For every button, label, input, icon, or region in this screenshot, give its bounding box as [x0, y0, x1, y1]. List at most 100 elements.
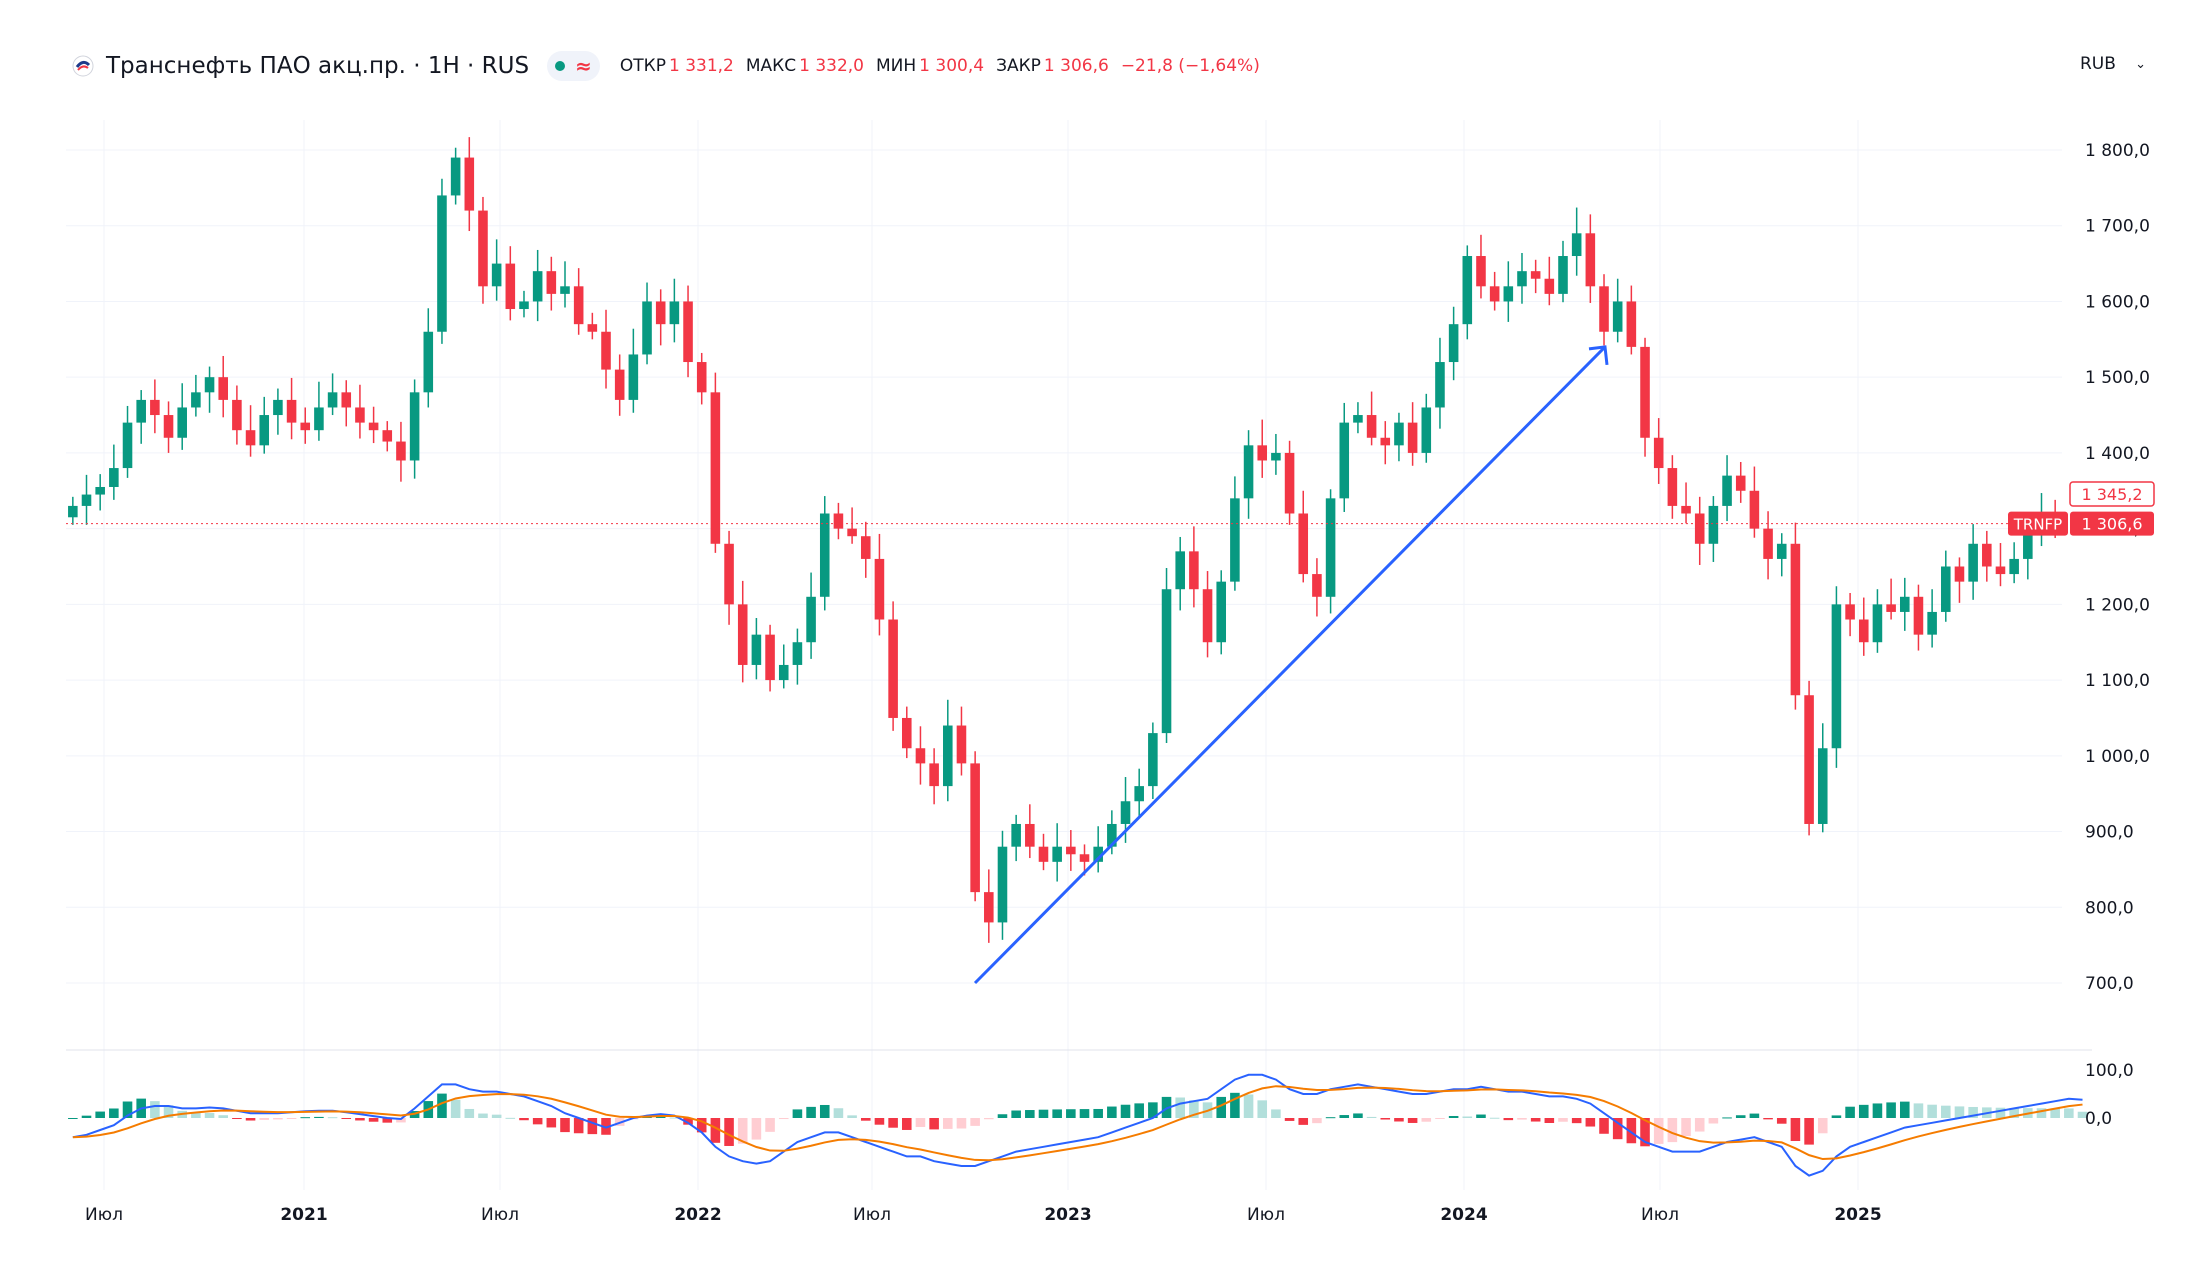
- macd-histogram-bar: [1066, 1109, 1076, 1118]
- candle-body: [751, 634, 762, 665]
- currency-selector[interactable]: RUB ⌄: [2070, 46, 2156, 82]
- macd-histogram-bar: [163, 1105, 174, 1118]
- candle-body: [683, 301, 693, 363]
- candle-body: [560, 286, 570, 294]
- candle-body: [1216, 581, 1227, 643]
- macd-histogram-bar: [1845, 1106, 1855, 1118]
- candle-body: [956, 725, 967, 764]
- macd-histogram-bar: [1708, 1118, 1719, 1124]
- last-price-tag: [2070, 511, 2154, 536]
- macd-histogram-bar: [1011, 1110, 1021, 1118]
- time-tick-label: Июл: [853, 1205, 891, 1225]
- prev-price-label: 1 345,2: [2081, 485, 2142, 504]
- candle-body: [1749, 490, 1760, 529]
- candle-body: [1243, 445, 1254, 499]
- candle-body: [765, 634, 775, 681]
- macd-histogram-bar: [1052, 1109, 1062, 1118]
- candle-body: [81, 494, 92, 506]
- candle-body: [273, 399, 283, 416]
- macd-histogram-bar: [696, 1118, 707, 1133]
- macd-histogram-bar: [355, 1118, 365, 1121]
- candle-body: [355, 407, 365, 423]
- macd-histogram-bar: [341, 1118, 352, 1119]
- price-tick-label: 900,0: [2085, 823, 2134, 843]
- price-tick-label: 1 400,0: [2085, 444, 2150, 464]
- macd-histogram-bar: [737, 1118, 748, 1144]
- time-tick-label: 2025: [1834, 1205, 1881, 1225]
- macd-histogram-bar: [847, 1115, 857, 1118]
- candle-body: [341, 392, 352, 408]
- macd-histogram-bar: [327, 1117, 338, 1119]
- candle-body: [245, 430, 256, 446]
- macd-histogram-bar: [1148, 1102, 1158, 1118]
- macd-histogram-bar: [191, 1112, 201, 1118]
- candle-body: [423, 331, 434, 393]
- macd-histogram-bar: [587, 1118, 598, 1135]
- macd-histogram-bar: [68, 1118, 78, 1119]
- macd-histogram-bar: [1325, 1117, 1336, 1119]
- candle-body: [1899, 596, 1910, 612]
- price-tick-label: 1 200,0: [2085, 595, 2150, 615]
- candle-body: [1954, 566, 1965, 582]
- macd-histogram-bar: [450, 1099, 461, 1118]
- macd-histogram-bar: [368, 1118, 379, 1122]
- macd-histogram-bar: [382, 1118, 393, 1123]
- candle-body: [519, 301, 529, 310]
- candle-body: [1776, 543, 1787, 559]
- candle-body: [1708, 505, 1719, 544]
- candle-body: [901, 717, 912, 749]
- candle-body: [1079, 854, 1090, 862]
- macd-histogram-bar: [1749, 1113, 1760, 1118]
- macd-histogram-bar: [765, 1118, 775, 1132]
- candle-body: [1817, 748, 1828, 824]
- market-status-badge[interactable]: ≈: [547, 51, 600, 81]
- price-tick-label: 700,0: [2085, 974, 2134, 994]
- candle-body: [792, 642, 803, 665]
- candle-body: [1284, 452, 1295, 514]
- candle-body: [587, 324, 598, 332]
- price-tick-label: 1 000,0: [2085, 747, 2150, 767]
- candle-body: [1599, 286, 1609, 332]
- macd-histogram-bar: [1995, 1107, 2006, 1118]
- data-delay-icon: ≈: [575, 54, 592, 78]
- macd-histogram-bar: [929, 1118, 939, 1130]
- candle-body: [1052, 846, 1062, 862]
- candle-body: [68, 505, 78, 518]
- macd-histogram-bar: [1353, 1113, 1363, 1118]
- macd-histogram-bar: [1312, 1118, 1322, 1124]
- macd-line: [72, 1073, 2083, 1177]
- candle-body: [819, 513, 830, 597]
- candle-body: [450, 157, 461, 196]
- candle-body: [1626, 301, 1637, 347]
- candle-body: [1230, 498, 1240, 582]
- macd-histogram-bar: [314, 1116, 324, 1118]
- macd-histogram-bar: [1462, 1116, 1473, 1118]
- candle-body: [163, 415, 174, 438]
- ticker-label: TRNFP: [2013, 516, 2062, 534]
- macd-histogram-bar: [1763, 1118, 1773, 1120]
- candle-body: [532, 271, 543, 302]
- candle-body: [300, 422, 311, 431]
- candle-body: [1530, 271, 1541, 279]
- candle-body: [1339, 422, 1350, 499]
- macd-histogram-bar: [300, 1117, 311, 1119]
- candle-body: [1011, 823, 1021, 847]
- candle-body: [1858, 619, 1869, 643]
- macd-histogram-bar: [710, 1118, 721, 1143]
- macd-histogram-bar: [505, 1117, 516, 1119]
- candle-body: [1120, 801, 1131, 824]
- candle-body: [1175, 551, 1185, 590]
- symbol-title[interactable]: Транснефть ПАО акц.пр. · 1Н · RUS: [106, 53, 530, 79]
- macd-histogram-bar: [1694, 1118, 1705, 1132]
- macd-histogram-bar: [437, 1093, 447, 1118]
- candle-body: [177, 407, 187, 438]
- macd-histogram-bar: [1271, 1109, 1281, 1118]
- candle-body: [1189, 551, 1199, 590]
- macd-histogram-bar: [1585, 1118, 1596, 1127]
- macd-histogram-bar: [1776, 1118, 1787, 1124]
- candle-body: [1913, 596, 1924, 635]
- macd-histogram-bar: [1517, 1118, 1527, 1120]
- candle-body: [259, 415, 270, 446]
- macd-histogram-bar: [1941, 1105, 1951, 1118]
